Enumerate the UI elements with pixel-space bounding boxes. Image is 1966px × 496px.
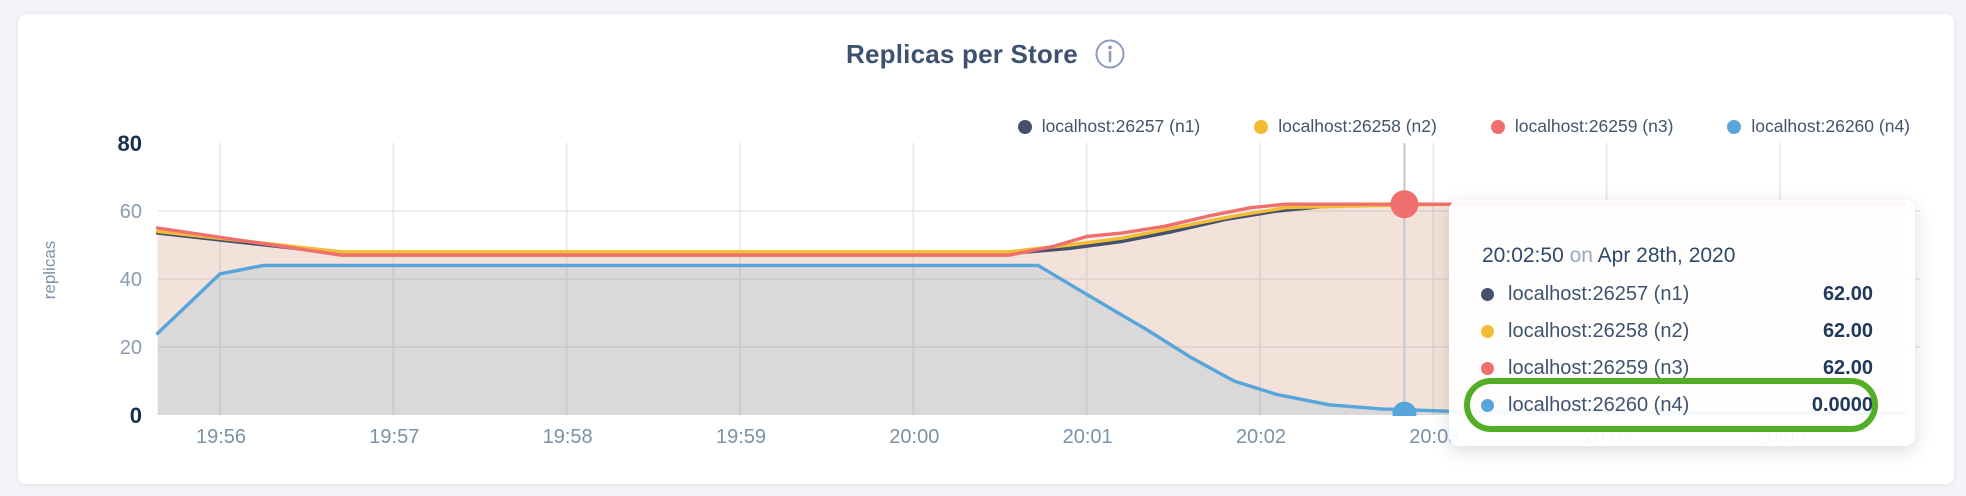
legend-dot-n2 bbox=[1254, 119, 1269, 134]
legend-item-n4: localhost:26260 (n4) bbox=[1727, 116, 1910, 137]
tooltip-row-dot bbox=[1481, 362, 1494, 375]
chart-title: Replicas per Store bbox=[846, 38, 1078, 69]
y-tick: 80 bbox=[117, 131, 142, 156]
legend-item-n3: localhost:26259 (n3) bbox=[1490, 116, 1674, 137]
tooltip-row-dot bbox=[1481, 399, 1494, 412]
chart-header: Replicas per Store bbox=[18, 38, 1954, 70]
tooltip-row: localhost:26259 (n3) 62.00 bbox=[1481, 350, 1873, 387]
series-area-n4 bbox=[157, 265, 1905, 415]
series-line-n3 bbox=[155, 202, 1907, 257]
x-tick: 20:00 bbox=[889, 426, 940, 448]
tooltip-row-label: localhost:26258 (n2) bbox=[1508, 320, 1690, 342]
tooltip-row: localhost:26257 (n1) 62.00 bbox=[1481, 276, 1873, 313]
tooltip-row-dot bbox=[1481, 325, 1494, 338]
tooltip-row: localhost:26258 (n2) 62.00 bbox=[1481, 313, 1873, 350]
tooltip-date: Apr 28th, 2020 bbox=[1597, 244, 1736, 267]
chart-tooltip: 20:02:50 on Apr 28th, 2020 localhost:262… bbox=[1449, 200, 1915, 446]
legend-item-n1: localhost:26257 (n1) bbox=[1017, 116, 1201, 137]
y-tick: 20 bbox=[119, 337, 142, 359]
tooltip-row-value: 62.00 bbox=[1822, 283, 1873, 305]
tooltip-row: localhost:26260 (n4) 0.0000 bbox=[1481, 387, 1873, 424]
hover-marker-dot-n4 bbox=[1392, 401, 1417, 416]
x-tick: 19:59 bbox=[715, 426, 767, 448]
tooltip-row-label: localhost:26259 (n3) bbox=[1508, 357, 1690, 379]
legend-dot-n4 bbox=[1727, 119, 1742, 134]
y-tick: 60 bbox=[119, 201, 142, 223]
tooltip-timestamp: 20:02:50 on Apr 28th, 2020 bbox=[1482, 244, 1735, 268]
series-line-n4 bbox=[155, 263, 1907, 415]
tooltip-row-dot bbox=[1481, 288, 1494, 301]
x-tick: 19:58 bbox=[542, 426, 593, 448]
x-tick: 20:03 bbox=[1409, 426, 1460, 448]
chart-legend: localhost:26257 (n1) localhost:26258 (n2)… bbox=[1017, 116, 1910, 137]
tooltip-rows: localhost:26257 (n1) 62.00 localhost:26258… bbox=[1481, 276, 1873, 424]
info-icon[interactable] bbox=[1094, 38, 1126, 70]
y-tick: 0 bbox=[129, 403, 142, 428]
legend-dot-n3 bbox=[1490, 119, 1505, 134]
legend-dot-n1 bbox=[1017, 119, 1032, 134]
legend-item-n2: localhost:26258 (n2) bbox=[1254, 116, 1437, 137]
x-tick: 19:56 bbox=[195, 426, 247, 448]
x-tick: 20:01 bbox=[1062, 426, 1113, 448]
tooltip-row-label: localhost:26257 (n1) bbox=[1508, 283, 1690, 305]
tooltip-row-value: 62.00 bbox=[1822, 357, 1873, 379]
chart-card: Replicas per Store localhost:26257 (n1) l… bbox=[17, 13, 1955, 485]
legend-item-label: localhost:26260 (n4) bbox=[1751, 116, 1910, 136]
y-tick: 40 bbox=[119, 269, 142, 291]
tooltip-row-value: 0.0000 bbox=[1811, 394, 1873, 416]
hover-marker-dot-n3 bbox=[1390, 190, 1419, 219]
tooltip-conjunction: on bbox=[1569, 244, 1593, 267]
tooltip-time: 20:02:50 bbox=[1482, 244, 1564, 267]
x-tick: 19:57 bbox=[369, 426, 420, 448]
tooltip-row-label: localhost:26260 (n4) bbox=[1508, 394, 1690, 416]
legend-item-label: localhost:26259 (n3) bbox=[1514, 116, 1674, 136]
legend-item-label: localhost:26257 (n1) bbox=[1041, 116, 1201, 136]
legend-item-label: localhost:26258 (n2) bbox=[1278, 116, 1437, 136]
tooltip-row-value: 62.00 bbox=[1822, 320, 1873, 342]
x-tick: 20:02 bbox=[1235, 426, 1286, 448]
